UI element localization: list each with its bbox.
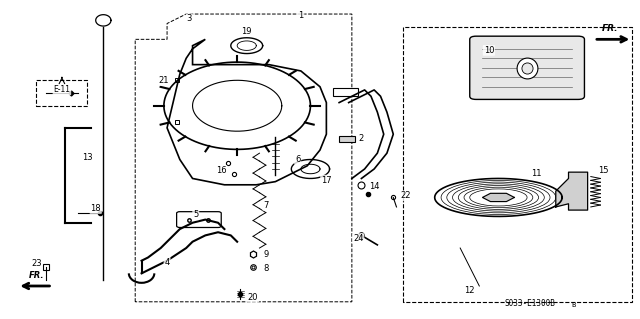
Text: 6: 6 bbox=[295, 155, 300, 164]
Text: 19: 19 bbox=[241, 27, 252, 36]
Text: 13: 13 bbox=[82, 153, 93, 162]
Text: 10: 10 bbox=[484, 46, 494, 55]
Text: 7: 7 bbox=[263, 201, 269, 210]
Text: 4: 4 bbox=[164, 258, 170, 267]
Text: 15: 15 bbox=[598, 166, 609, 175]
Text: FR.: FR. bbox=[29, 271, 44, 280]
Text: 23: 23 bbox=[31, 259, 42, 268]
Text: 21: 21 bbox=[159, 76, 169, 85]
Text: 24: 24 bbox=[353, 234, 364, 243]
Text: 17: 17 bbox=[321, 175, 332, 185]
Text: 5: 5 bbox=[193, 210, 198, 219]
FancyBboxPatch shape bbox=[470, 36, 584, 100]
Text: 12: 12 bbox=[465, 286, 475, 295]
Text: 3: 3 bbox=[187, 14, 192, 23]
Text: 8: 8 bbox=[263, 264, 269, 273]
Text: 14: 14 bbox=[369, 182, 380, 191]
Text: S033-E1300B: S033-E1300B bbox=[505, 299, 556, 308]
Text: FR.: FR. bbox=[602, 24, 618, 33]
Bar bbox=[339, 137, 355, 142]
Text: E-11: E-11 bbox=[53, 85, 70, 94]
Text: 11: 11 bbox=[531, 169, 542, 178]
Polygon shape bbox=[483, 193, 515, 202]
Text: 1: 1 bbox=[298, 11, 303, 20]
Bar bbox=[333, 88, 358, 96]
Text: 22: 22 bbox=[401, 191, 412, 200]
Text: 20: 20 bbox=[248, 293, 259, 301]
Bar bbox=[36, 80, 88, 106]
Text: 16: 16 bbox=[216, 166, 227, 175]
Text: B: B bbox=[572, 302, 576, 308]
FancyBboxPatch shape bbox=[177, 212, 221, 227]
Polygon shape bbox=[556, 172, 588, 210]
Text: 2: 2 bbox=[359, 134, 364, 144]
Text: 18: 18 bbox=[90, 204, 101, 213]
Text: 9: 9 bbox=[263, 250, 268, 259]
